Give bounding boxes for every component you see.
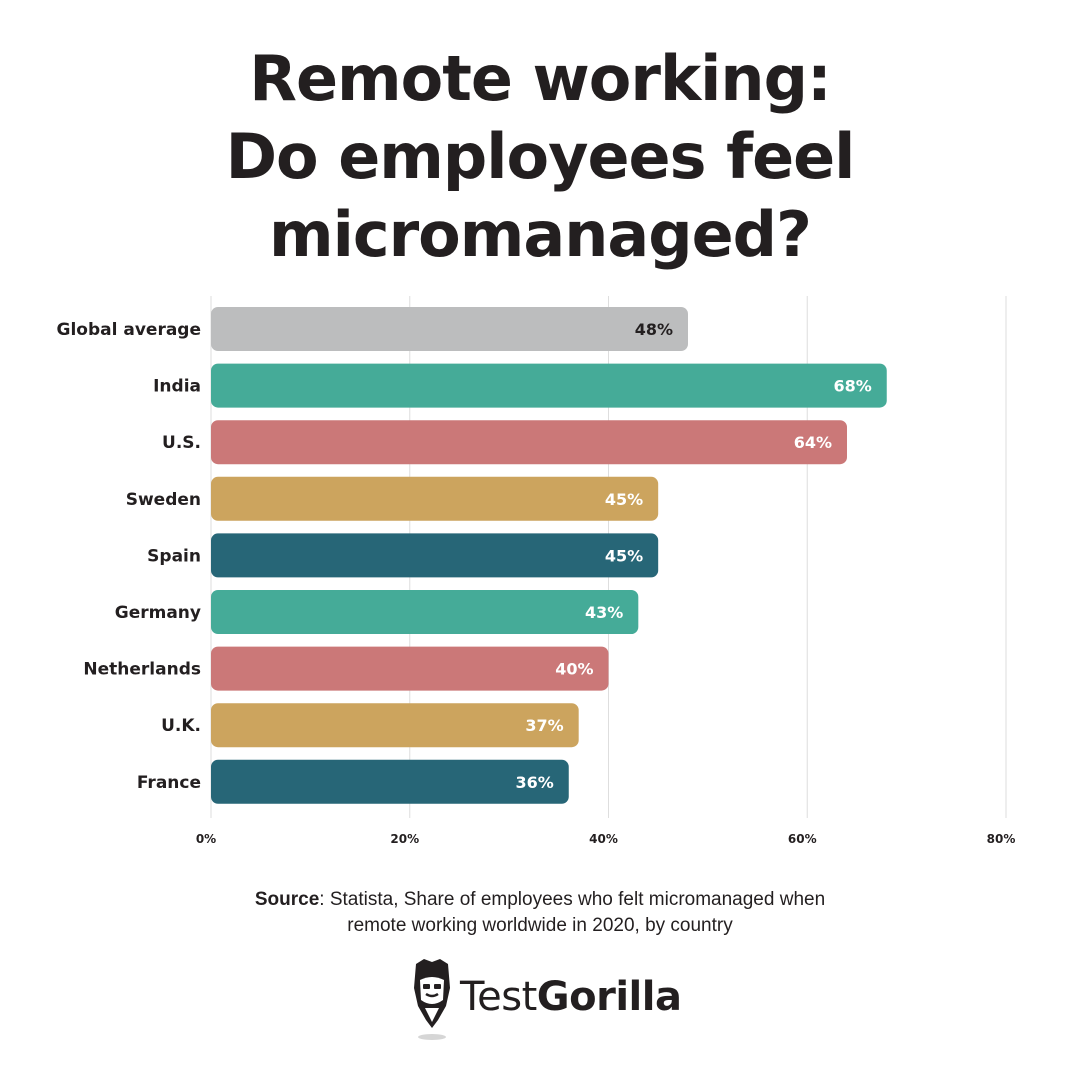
source-note: Source: Statista, Share of employees who… — [0, 887, 1080, 939]
value-label: 43% — [585, 603, 623, 622]
category-label: U.S. — [162, 433, 201, 453]
source-text-line-1: : Statista, Share of employees who felt … — [319, 889, 826, 910]
x-tick-label: 60% — [788, 832, 817, 846]
source-label: Source — [254, 889, 320, 910]
category-label: India — [153, 377, 201, 397]
value-labels: 48% 68% 64% 45% 45% 43% 40% 37% 36% — [515, 320, 871, 792]
category-labels: Global average India U.S. Sweden Spain German… — [57, 320, 201, 793]
value-label: 68% — [833, 377, 871, 396]
bar — [211, 759, 569, 804]
gorilla-icon — [414, 959, 450, 1040]
value-label: 40% — [555, 660, 593, 679]
category-label: Sweden — [126, 490, 201, 510]
category-label: France — [137, 773, 201, 793]
testgorilla-logo: TestGorilla — [410, 958, 690, 1042]
bar — [211, 420, 847, 465]
category-label: Germany — [115, 603, 201, 623]
tick-labels: 0% 20% 40% 60% 80% — [196, 832, 1016, 846]
x-tick-label: 0% — [196, 832, 216, 846]
chart-title: Remote working: Do employees feel microm… — [0, 40, 1080, 274]
bars — [211, 307, 887, 804]
source-text-line-2: remote working worldwide in 2020, by cou… — [347, 915, 733, 936]
bar — [211, 703, 579, 748]
category-label: Global average — [57, 320, 201, 340]
category-label: Netherlands — [83, 660, 201, 680]
value-label: 45% — [605, 546, 643, 565]
value-label: 48% — [635, 320, 673, 339]
chart-title-line-3: micromanaged? — [269, 198, 812, 271]
chart-title-line-1: Remote working: — [249, 42, 832, 115]
value-label: 45% — [605, 490, 643, 509]
value-label: 36% — [515, 773, 553, 792]
x-tick-label: 20% — [390, 832, 419, 846]
category-label: U.K. — [161, 716, 201, 736]
bar — [211, 646, 609, 691]
bar — [211, 533, 659, 578]
chart-title-line-2: Do employees feel — [225, 120, 856, 193]
bar — [211, 363, 887, 408]
bar — [211, 590, 639, 634]
x-tick-label: 80% — [987, 832, 1016, 846]
category-label: Spain — [147, 546, 201, 566]
x-tick-label: 40% — [589, 832, 618, 846]
value-label: 64% — [794, 433, 832, 452]
logo-text-gorilla: Gorilla — [536, 974, 682, 1020]
logo-text-test: Test — [460, 974, 537, 1020]
bar — [211, 307, 688, 351]
bar-chart: Global average India U.S. Sweden Spain German… — [57, 296, 1016, 846]
bar — [211, 476, 659, 521]
value-label: 37% — [525, 716, 563, 735]
